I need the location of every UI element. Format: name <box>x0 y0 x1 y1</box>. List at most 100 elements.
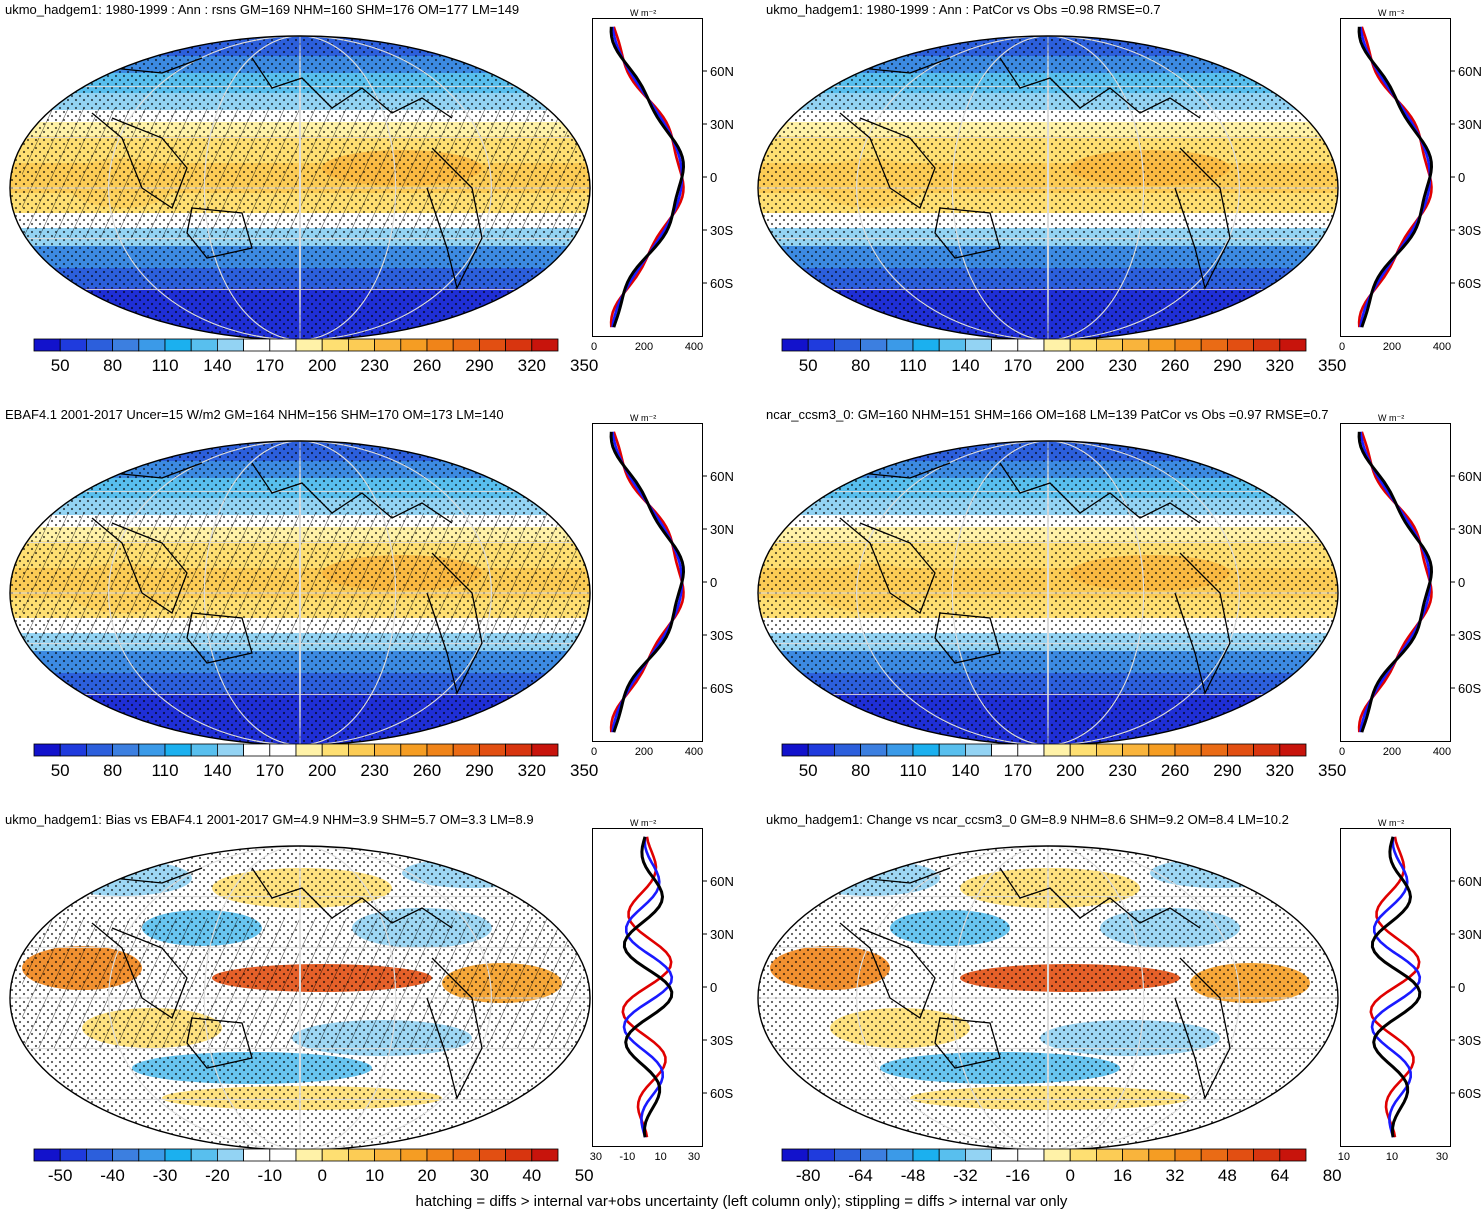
colorbar-label: 80 <box>1322 1166 1342 1185</box>
colorbar-swatch <box>1069 338 1097 352</box>
colorbar-label: 230 <box>1108 761 1137 780</box>
panel-title: EBAF4.1 2001-2017 Uncer=15 W/m2 GM=164 N… <box>5 407 504 422</box>
colorbar-label: 200 <box>1056 356 1085 375</box>
colorbar-swatch <box>964 743 992 757</box>
colorbar-swatch <box>505 1148 533 1162</box>
colorbar-swatch <box>1043 338 1071 352</box>
colorbar-swatch <box>991 338 1019 352</box>
colorbar-swatch <box>1226 1148 1254 1162</box>
colorbar-label: 290 <box>465 761 494 780</box>
colorbar-swatch <box>347 743 375 757</box>
colorbar-label: 230 <box>360 356 389 375</box>
colorbar-label: -50 <box>47 1166 73 1185</box>
colorbar-label: 320 <box>517 761 546 780</box>
map-panel: ukmo_hadgem1: 1980-1999 : Ann : PatCor v… <box>748 0 1483 400</box>
zonal-unit: W m⁻² <box>630 8 656 18</box>
colorbar-swatch <box>374 338 402 352</box>
zonal-lat-label: 0 <box>710 575 717 590</box>
colorbar-swatch <box>138 743 166 757</box>
zonal-x-tick: 400 <box>685 746 703 758</box>
zonal-x-tick: 200 <box>635 341 653 353</box>
colorbar-swatch <box>912 743 940 757</box>
colorbar-swatch <box>138 338 166 352</box>
colorbar <box>781 743 1307 757</box>
colorbar-label: -40 <box>100 1166 125 1185</box>
colorbar-label: 80 <box>103 356 123 375</box>
colorbar-swatch <box>478 338 506 352</box>
colorbar-swatch <box>834 743 862 757</box>
colorbar-swatch <box>1174 338 1202 352</box>
colorbar-label: 260 <box>1160 356 1190 375</box>
colorbar-swatch <box>1200 743 1228 757</box>
colorbar-swatch <box>216 338 244 352</box>
zonal-x-tick: 0 <box>591 341 597 353</box>
colorbar-label: 170 <box>255 356 284 375</box>
colorbar-swatch <box>243 338 271 352</box>
colorbar-swatch <box>1279 743 1307 757</box>
zonal-mean-plot: W m⁻² 60N 30N 0 30S 60S 0 200 400 <box>1339 413 1482 758</box>
colorbar-swatch <box>1174 1148 1202 1162</box>
zonal-lat-label: 30S <box>710 1033 733 1048</box>
colorbar-swatch <box>400 743 428 757</box>
colorbar-labels: 50 80 110 140 170 200 230 260 290 320 350 <box>781 761 1347 783</box>
zonal-lat-label: 30S <box>1458 223 1481 238</box>
colorbar-label: 48 <box>1217 1166 1237 1185</box>
colorbar-label: 350 <box>570 356 599 375</box>
zonal-x-tick: -30 <box>590 1151 602 1163</box>
colorbar-swatch <box>374 1148 402 1162</box>
zonal-lat-label: 60N <box>1458 874 1482 889</box>
colorbar-swatch <box>59 743 87 757</box>
colorbar-swatch <box>33 1148 61 1162</box>
colorbar-swatch <box>1148 743 1176 757</box>
colorbar-label: 350 <box>1318 356 1347 375</box>
colorbar-label: 170 <box>1003 356 1032 375</box>
colorbar-swatch <box>190 1148 218 1162</box>
panel-title: ukmo_hadgem1: 1980-1999 : Ann : PatCor v… <box>766 2 1161 17</box>
colorbar-swatch <box>807 1148 835 1162</box>
zonal-lat-label: 30N <box>710 927 734 942</box>
colorbar-label: 140 <box>951 761 980 780</box>
colorbar-label: -80 <box>795 1166 821 1185</box>
colorbar-label: 290 <box>1213 356 1242 375</box>
colorbar-swatch <box>347 338 375 352</box>
zonal-lat-label: 60S <box>710 276 733 291</box>
colorbar-label: 170 <box>1003 761 1032 780</box>
zonal-lat-label: 30N <box>710 522 734 537</box>
colorbar-label: 50 <box>798 356 818 375</box>
colorbar-swatch <box>964 1148 992 1162</box>
colorbar-swatch <box>164 338 192 352</box>
colorbar-swatch <box>1253 338 1281 352</box>
map-panel: EBAF4.1 2001-2017 Uncer=15 W/m2 GM=164 N… <box>0 405 735 805</box>
colorbar-swatch <box>164 743 192 757</box>
colorbar-label: 140 <box>951 356 980 375</box>
zonal-x-tick: 10 <box>655 1151 667 1163</box>
zonal-x-tick: 400 <box>685 341 703 353</box>
colorbar-label: 20 <box>417 1166 437 1185</box>
colorbar-swatch <box>452 743 480 757</box>
colorbar <box>33 338 559 352</box>
colorbar-swatch <box>531 338 559 352</box>
colorbar-swatch <box>295 1148 323 1162</box>
colorbar-label: 30 <box>469 1166 489 1185</box>
colorbar-label: 260 <box>412 356 442 375</box>
colorbar-swatch <box>1226 743 1254 757</box>
colorbar-label: 50 <box>798 761 818 780</box>
colorbar-label: -30 <box>152 1166 178 1185</box>
colorbar-label: 40 <box>522 1166 542 1185</box>
zonal-lat-label: 0 <box>1458 170 1465 185</box>
colorbar-swatch <box>1122 338 1150 352</box>
colorbar-label: 50 <box>50 761 70 780</box>
zonal-mean-plot: W m⁻² 60N 30N 0 30S 60S 0 200 400 <box>1339 8 1482 353</box>
colorbar-label: 140 <box>203 761 232 780</box>
colorbar-labels: 50 80 110 140 170 200 230 260 290 320 350 <box>781 356 1347 378</box>
zonal-lat-label: 30S <box>710 223 733 238</box>
colorbar-swatch <box>164 1148 192 1162</box>
colorbar-swatch <box>478 1148 506 1162</box>
colorbar-label: 10 <box>365 1166 385 1185</box>
colorbar-swatch <box>59 1148 87 1162</box>
colorbar-swatch <box>452 1148 480 1162</box>
zonal-lat-label: 30S <box>1458 628 1481 643</box>
colorbar-swatch <box>1253 1148 1281 1162</box>
colorbar-label: 50 <box>50 356 70 375</box>
colorbar-swatch <box>400 1148 428 1162</box>
